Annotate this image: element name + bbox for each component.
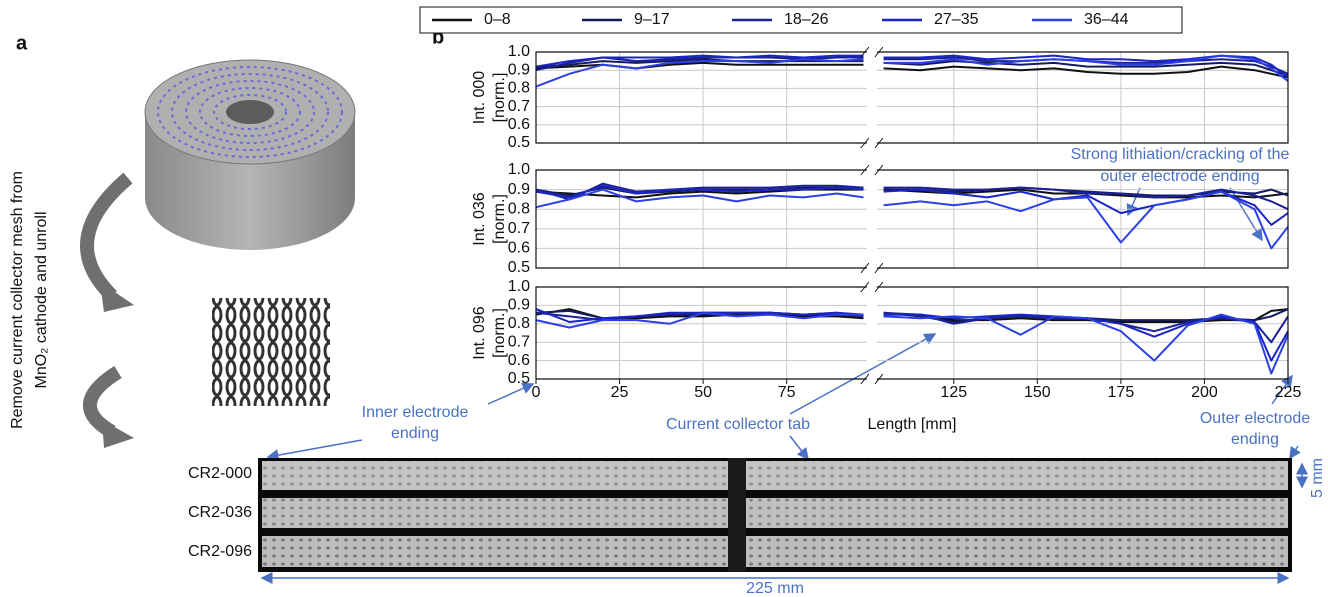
legend-label: 0–8 [484, 11, 511, 28]
y-axis-label: Int. 096 [471, 306, 488, 359]
y-tick-label: 0.6 [508, 116, 530, 133]
x-axis-label: Length [mm] [868, 416, 957, 433]
y-tick-label: 0.9 [508, 181, 530, 198]
annotation-arrow [789, 435, 809, 461]
data-line [535, 184, 1289, 226]
y-tick-label: 0.9 [508, 297, 530, 314]
axis-break [860, 373, 870, 385]
legend-label: 36–44 [1084, 11, 1129, 28]
x-tick-label: 0 [532, 384, 541, 401]
axis-break [874, 281, 884, 293]
legend-label: 9–17 [634, 11, 670, 28]
annotation-arrow [789, 333, 937, 415]
data-line [535, 54, 1289, 88]
axis-break [874, 262, 884, 274]
data-line [535, 188, 1289, 250]
axis-break [874, 137, 884, 149]
x-tick-label: 150 [1024, 384, 1051, 401]
y-tick-label: 0.7 [508, 220, 530, 237]
y-axis-label: [norm.] [491, 194, 508, 244]
annotation: Inner electrode [362, 404, 469, 421]
y-axis-label: Int. 036 [471, 192, 488, 245]
dimension-label: 5 mm [1309, 458, 1326, 498]
dimension-label: 225 mm [746, 580, 804, 597]
y-tick-label: 1.0 [508, 43, 530, 60]
x-tick-label: 75 [778, 384, 796, 401]
strip-label: CR2-036 [188, 504, 252, 521]
y-tick-label: 0.8 [508, 200, 530, 217]
y-tick-label: 1.0 [508, 161, 530, 178]
x-tick-label: 25 [611, 384, 629, 401]
axis-frame [535, 51, 1289, 144]
y-axis-label: [norm.] [491, 73, 508, 123]
y-tick-label: 0.5 [508, 134, 530, 151]
y-tick-label: 0.5 [508, 259, 530, 276]
annotation-arrow [1289, 445, 1301, 460]
axis-break [874, 164, 884, 176]
x-tick-label: 175 [1108, 384, 1135, 401]
axis-break [860, 262, 870, 274]
strip-image [258, 458, 1292, 572]
y-tick-label: 0.8 [508, 80, 530, 97]
y-axis-label: [norm.] [491, 308, 508, 358]
annotation: ending [1231, 431, 1279, 448]
annotation: ending [391, 425, 439, 442]
axis-frame [535, 169, 1289, 269]
annotation: Strong lithiation/cracking of the [1071, 146, 1290, 163]
y-tick-label: 0.6 [508, 352, 530, 369]
strip-label: CR2-000 [188, 465, 252, 482]
x-tick-label: 200 [1191, 384, 1218, 401]
y-tick-label: 0.6 [508, 240, 530, 257]
y-axis-label: Int. 000 [471, 71, 488, 124]
annotation: outer electrode ending [1100, 168, 1259, 185]
axis-break [860, 46, 870, 58]
legend-label: 27–35 [934, 11, 979, 28]
panel-label: a [16, 32, 28, 54]
x-tick-label: 225 [1275, 384, 1302, 401]
strip-label: CR2-096 [188, 543, 252, 560]
data-line [535, 61, 1289, 79]
caption: MnO₂ cathode and unroll [33, 212, 50, 389]
annotation-arrow [1271, 374, 1293, 405]
arrow-head [100, 282, 134, 448]
mesh-image [212, 298, 330, 406]
caption: Remove current collector mesh from [9, 171, 26, 429]
data-line [535, 54, 1289, 79]
axis-break [874, 46, 884, 58]
y-tick-label: 0.7 [508, 98, 530, 115]
annotation: Current collector tab [666, 416, 810, 433]
annotation-arrow [266, 439, 363, 462]
y-tick-label: 0.8 [508, 315, 530, 332]
y-tick-label: 0.9 [508, 61, 530, 78]
axis-break [860, 164, 870, 176]
axis-frame [535, 286, 1289, 380]
data-line [535, 311, 1289, 375]
annotation: Outer electrode [1200, 410, 1310, 427]
y-tick-label: 0.5 [508, 370, 530, 387]
x-tick-label: 125 [940, 384, 967, 401]
axis-break [860, 137, 870, 149]
y-tick-label: 0.7 [508, 333, 530, 350]
y-tick-label: 1.0 [508, 278, 530, 295]
legend-label: 18–26 [784, 11, 829, 28]
x-tick-label: 50 [694, 384, 712, 401]
data-line [535, 58, 1289, 77]
axis-break [874, 373, 884, 385]
axis-break [860, 281, 870, 293]
roll-image [144, 59, 356, 250]
annotation-arrow [487, 382, 535, 405]
